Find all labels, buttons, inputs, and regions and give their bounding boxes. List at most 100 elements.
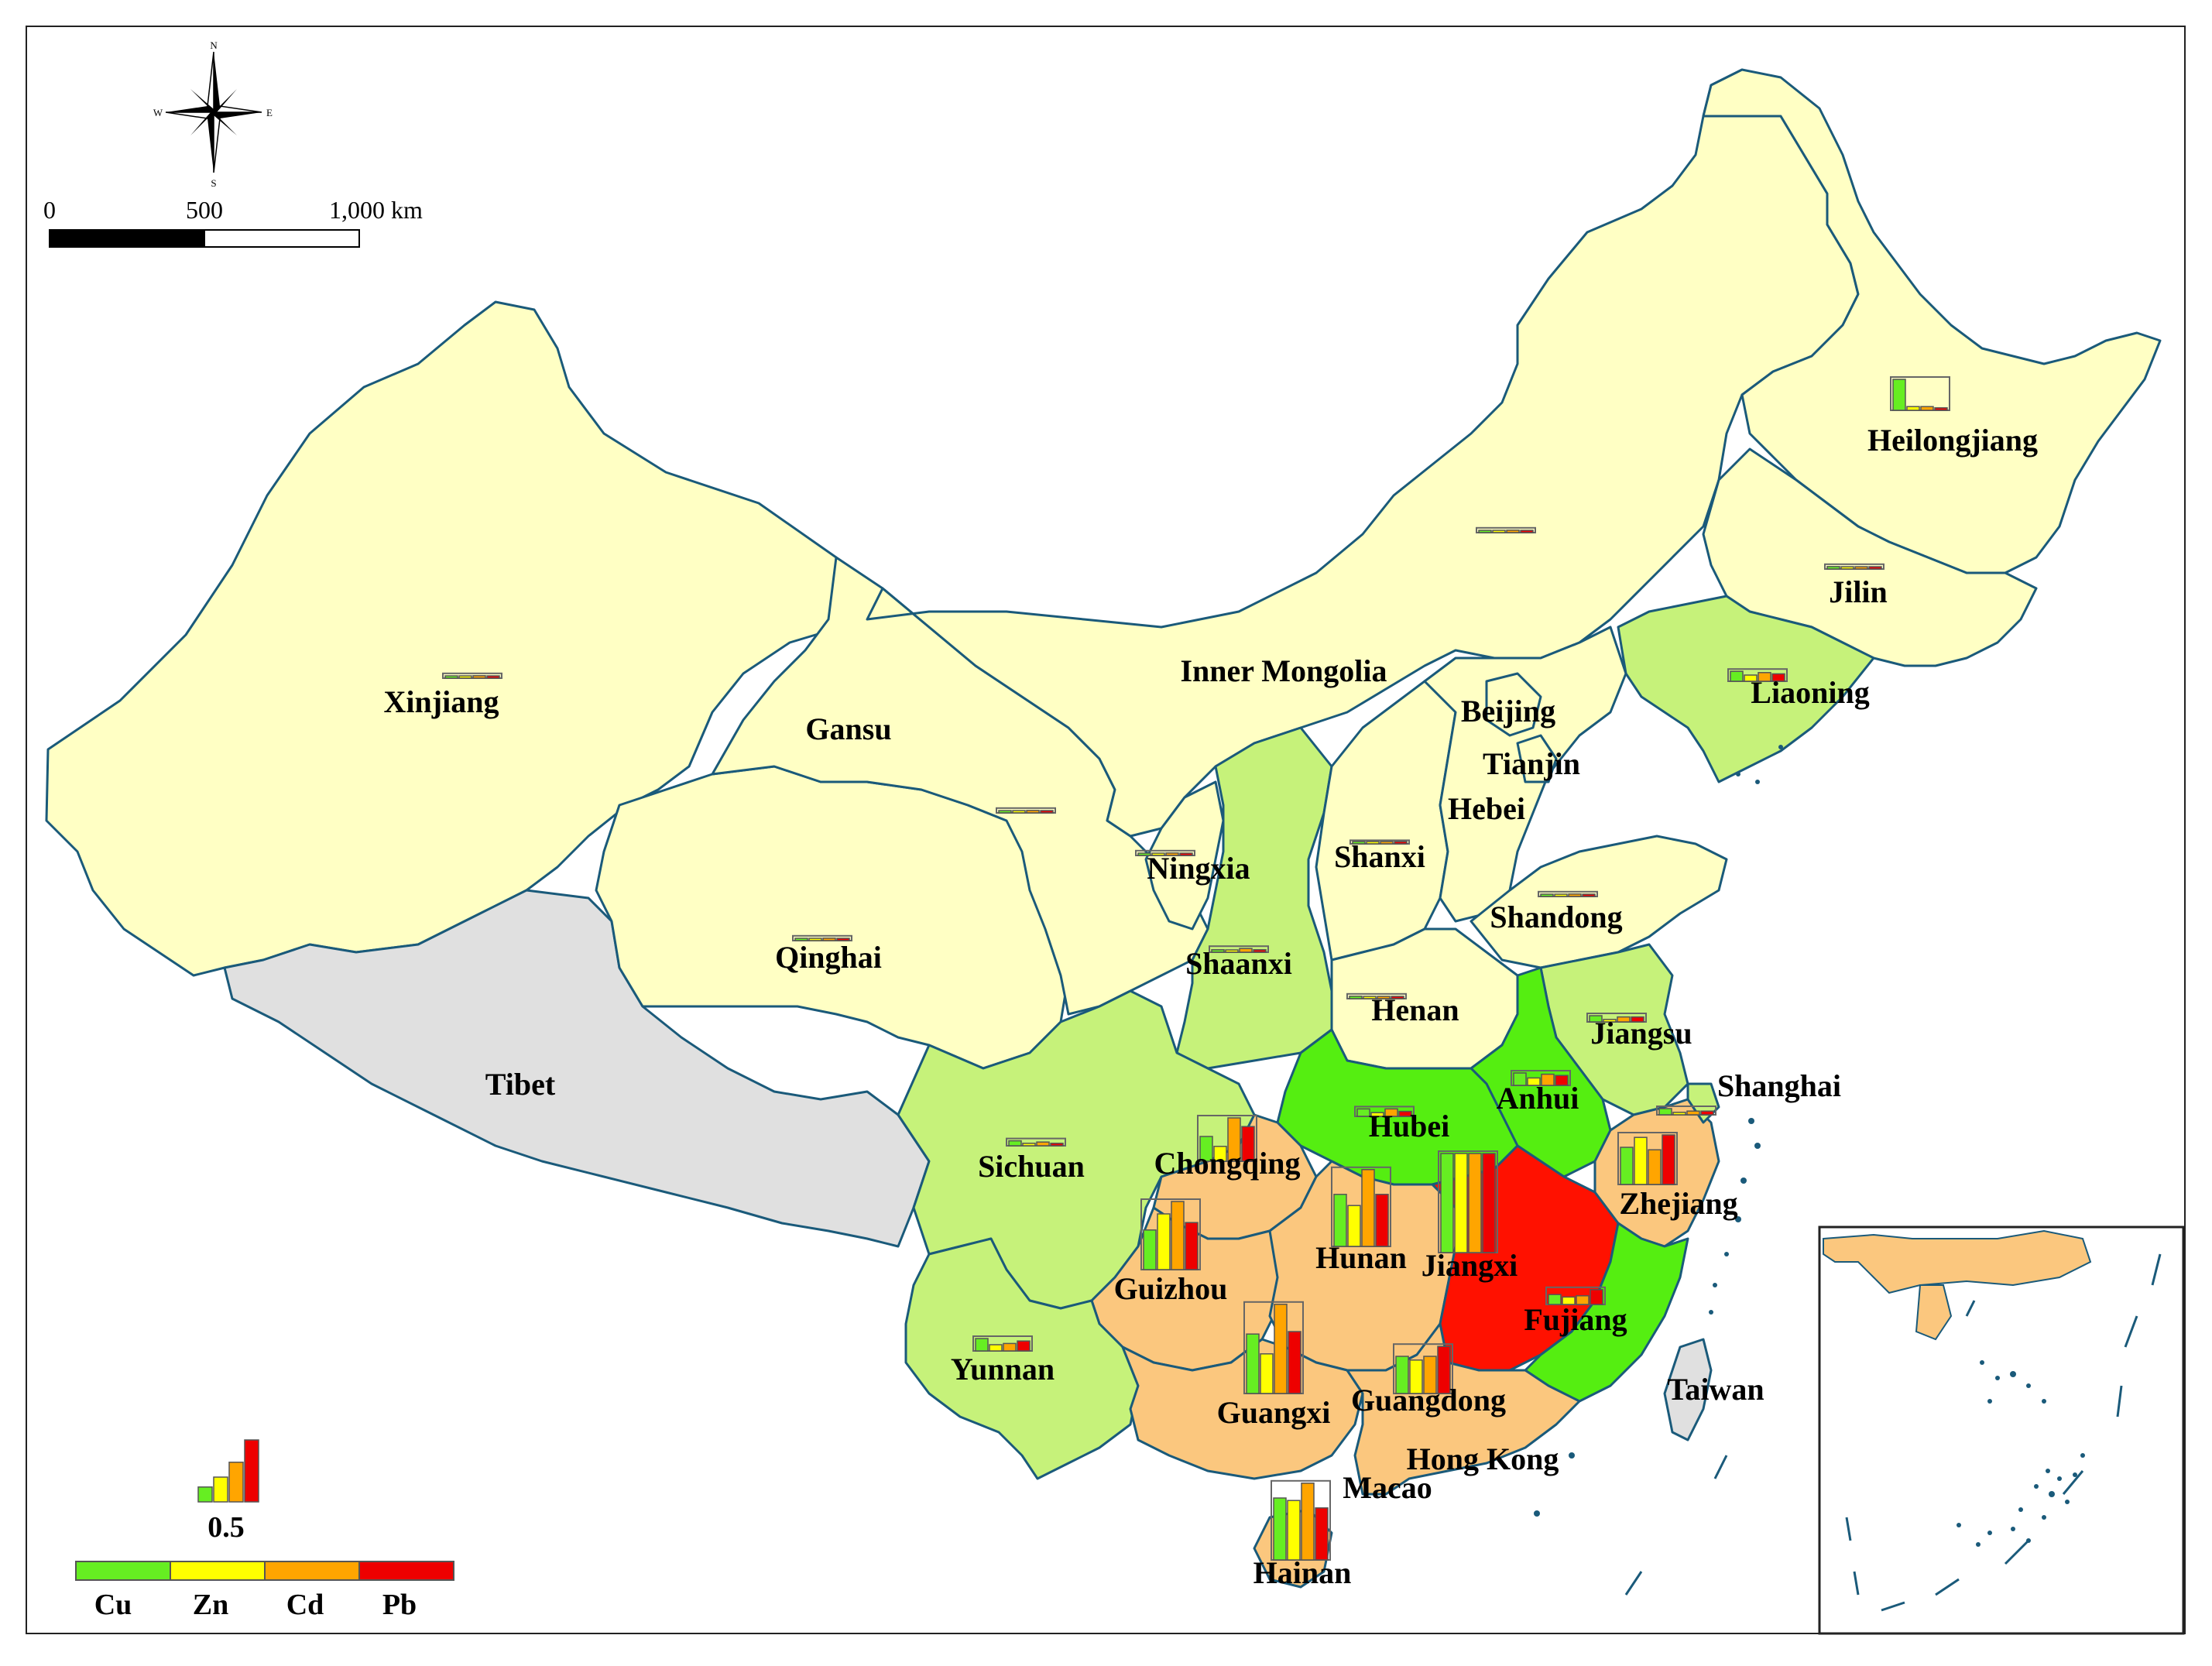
bar-jiangxi-cd — [1468, 1153, 1482, 1253]
bar-chart-frame — [1243, 1301, 1304, 1395]
bar-gansu-cu — [998, 810, 1012, 814]
label-sichuan: Sichuan — [978, 1149, 1085, 1184]
label-henan: Henan — [1371, 992, 1459, 1027]
bar-jilin-cd — [1854, 566, 1868, 570]
bar-chart-frame — [1476, 526, 1536, 533]
bar-chart-frame — [996, 807, 1056, 814]
label-yunnan: Yunnan — [951, 1352, 1055, 1387]
bar-henan-pb — [1391, 996, 1404, 999]
bar-hunan-cd — [1361, 1169, 1375, 1247]
bar-shandong-cd — [1568, 893, 1582, 897]
scale-tick-1000: 1,000 km — [329, 196, 423, 224]
bar-gansu-zn — [1012, 810, 1026, 814]
legend-reference-value: 0.5 — [207, 1511, 245, 1544]
label-shaanxi: Shaanxi — [1185, 946, 1292, 981]
bar-gansu-cd — [1026, 810, 1040, 814]
bar-yunnan-cd — [1003, 1342, 1017, 1352]
bar-shaanxi-cd — [1239, 948, 1253, 953]
label-fujiang: Fujiang — [1524, 1302, 1627, 1337]
label-zhejiang: Zhejiang — [1619, 1186, 1737, 1221]
bar-jiangsu-pb — [1631, 1016, 1644, 1023]
bar-shaanxi-pb — [1253, 949, 1267, 953]
bar-ningxia-pb — [1179, 852, 1193, 856]
bar-heilongjiang-pb — [1934, 407, 1948, 411]
bar-chart-frame — [442, 672, 502, 679]
bar-inner-mongolia-cu — [1478, 530, 1492, 533]
bar-guangxi-cu — [1246, 1333, 1260, 1394]
bar-guizhou-cd — [1171, 1201, 1185, 1270]
label-heilongjiang: Heilongjiang — [1867, 423, 2038, 458]
bar-chart-frame — [1538, 890, 1598, 898]
region-taiwan[interactable] — [1663, 1338, 1713, 1441]
bar-shanghai-pb — [1700, 1110, 1714, 1116]
bar-shandong-zn — [1554, 893, 1568, 897]
bar-xinjiang-cu — [444, 675, 458, 679]
bar-heilongjiang-cd — [1920, 406, 1934, 411]
bar-xinjiang-cd — [472, 675, 486, 679]
bar-shandong-cu — [1540, 893, 1554, 897]
bar-jilin-cu — [1826, 566, 1840, 570]
scale-bar: 0 500 1,000 km — [43, 196, 423, 248]
bar-qinghai-cu — [794, 938, 808, 941]
legend-ref-bar-pb — [244, 1439, 259, 1503]
bar-sichuan-zn — [1022, 1143, 1036, 1147]
bar-chart-frame — [1354, 1106, 1415, 1118]
label-jiangsu: Jiangsu — [1590, 1016, 1692, 1051]
region-heilongjiang[interactable] — [1702, 68, 2162, 574]
region-sichuan[interactable] — [897, 989, 1256, 1310]
label-guangdong: Guangdong — [1351, 1383, 1506, 1417]
bar-inner-mongolia-pb — [1520, 530, 1534, 533]
bar-hubei-zn — [1370, 1112, 1384, 1117]
bar-sichuan-pb — [1050, 1143, 1064, 1147]
north-arrow: N S E W — [153, 39, 273, 189]
label-shanghai: Shanghai — [1717, 1068, 1841, 1103]
legend-swatch-cu — [75, 1561, 171, 1581]
label-hunan: Hunan — [1315, 1240, 1407, 1275]
bar-zhejiang-pb — [1662, 1134, 1675, 1185]
bar-chart-frame — [1331, 1166, 1391, 1248]
label-hubei: Hubei — [1369, 1109, 1449, 1143]
bar-hainan-cu — [1273, 1497, 1287, 1561]
region-tianjin[interactable] — [1516, 734, 1558, 783]
region-beijing[interactable] — [1485, 672, 1542, 737]
bar-guangxi-cd — [1274, 1304, 1288, 1394]
label-hong-kong: Hong Kong — [1407, 1441, 1559, 1476]
label-hainan: Hainan — [1253, 1555, 1352, 1590]
compass-e: E — [266, 107, 273, 118]
bar-hubei-pb — [1398, 1110, 1412, 1117]
label-xinjiang: Xinjiang — [384, 684, 499, 719]
bar-anhui-cd — [1541, 1073, 1555, 1086]
bar-fujiang-zn — [1562, 1296, 1576, 1305]
bar-chart-frame — [1824, 563, 1884, 570]
bar-ningxia-cd — [1165, 852, 1179, 856]
bar-heilongjiang-cu — [1892, 379, 1906, 411]
bar-hainan-zn — [1287, 1500, 1301, 1561]
bar-hunan-zn — [1347, 1205, 1361, 1247]
legend-reference-bars — [197, 1439, 259, 1503]
bar-qinghai-zn — [808, 938, 822, 941]
bar-chart-frame — [1438, 1150, 1498, 1253]
bar-chart-frame — [1511, 1070, 1571, 1086]
bar-chart-frame — [1006, 1137, 1066, 1147]
bar-shanxi-zn — [1366, 841, 1380, 845]
bar-chongqing-zn — [1213, 1146, 1227, 1162]
region-liaoning[interactable] — [1617, 595, 1875, 783]
bar-fujiang-pb — [1590, 1289, 1603, 1305]
bar-liaoning-cu — [1730, 670, 1744, 682]
bar-fujiang-cu — [1548, 1294, 1562, 1305]
bar-chart-frame — [1346, 992, 1407, 1000]
compass-n: N — [210, 39, 218, 51]
region-yunnan[interactable] — [904, 1237, 1140, 1480]
bar-zhejiang-cd — [1648, 1149, 1662, 1185]
legend-swatch-zn — [170, 1561, 266, 1581]
bar-chart-frame — [1890, 376, 1950, 411]
bar-inner-mongolia-cd — [1506, 530, 1520, 533]
bar-chart-frame — [972, 1335, 1033, 1352]
bar-jiangsu-cu — [1589, 1015, 1603, 1023]
label-hebei: Hebei — [1448, 791, 1525, 826]
compass-w: W — [153, 107, 163, 118]
bar-chart-frame — [1197, 1115, 1257, 1162]
label-ningxia: Ningxia — [1147, 851, 1250, 886]
bar-chart-frame — [792, 934, 852, 942]
offshore-islands — [1534, 745, 1783, 1517]
